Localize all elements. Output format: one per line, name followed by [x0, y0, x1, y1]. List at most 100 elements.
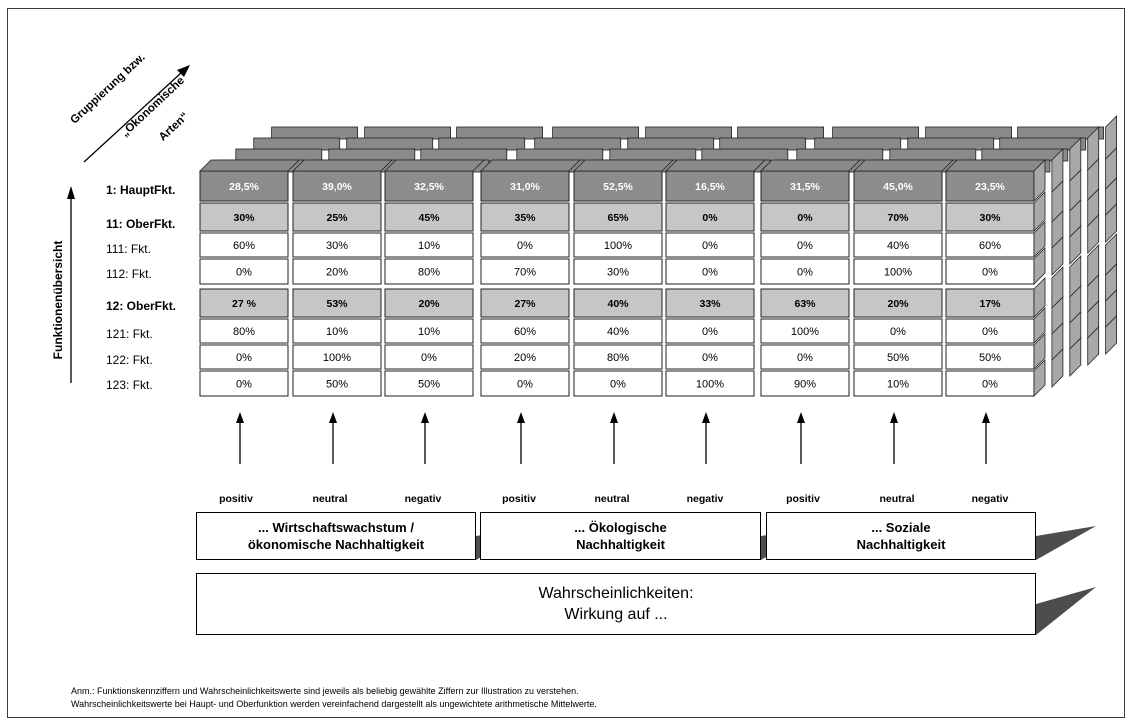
- back-block: [552, 126, 639, 140]
- cell-value: 17%: [979, 298, 1001, 310]
- cell-value: 0%: [797, 212, 813, 224]
- side-face: [1087, 214, 1100, 254]
- cell-top-face: [760, 159, 861, 172]
- cell-value: 0%: [702, 352, 718, 364]
- cell-value: 0%: [610, 379, 626, 391]
- sentiment-label: negativ: [404, 493, 442, 505]
- cell-value: 0%: [982, 267, 998, 279]
- back-block: [456, 126, 544, 140]
- vertical-axis-title: Funktionenübersicht: [51, 240, 65, 360]
- side-face: [1051, 236, 1064, 276]
- cell-value: 0%: [421, 352, 437, 364]
- sentiment-label: positiv: [502, 493, 536, 505]
- table-cell: [480, 170, 570, 202]
- cell-top-face: [665, 159, 766, 172]
- arrow-head: [982, 412, 990, 423]
- cell-value: 63%: [794, 298, 816, 310]
- cell-value: 0%: [797, 267, 813, 279]
- table-cell: [292, 202, 382, 232]
- table-cell: [199, 318, 289, 344]
- cell-value: 0%: [517, 240, 533, 252]
- sentiment-label: negativ: [686, 493, 724, 505]
- row-label: 111: Fkt.: [106, 242, 151, 256]
- back-block: [364, 126, 452, 140]
- table-cell: [760, 258, 850, 285]
- cell-value: 0%: [702, 212, 718, 224]
- cell-top-face: [292, 159, 393, 172]
- table-cell: [573, 370, 663, 397]
- row-label: 121: Fkt.: [106, 327, 153, 341]
- table-cell: [853, 318, 943, 344]
- cell-value: 80%: [607, 352, 629, 364]
- table-cell: [292, 344, 382, 370]
- cell-value: 20%: [887, 298, 909, 310]
- table-cell: [853, 344, 943, 370]
- table-cell: [199, 344, 289, 370]
- side-face: [1069, 337, 1082, 377]
- diagonal-axis-arrow: [83, 72, 182, 163]
- table-cell: [945, 318, 1035, 344]
- cell-value: 30%: [979, 212, 1001, 224]
- back-block: [346, 137, 434, 151]
- cell-value: 52,5%: [603, 181, 633, 193]
- row-label: 112: Fkt.: [106, 267, 152, 281]
- table-cell: [853, 258, 943, 285]
- table-cell: [760, 318, 850, 344]
- arrow-head: [236, 412, 244, 423]
- back-block: [253, 137, 341, 151]
- table-cell: [292, 232, 382, 258]
- row-label: 122: Fkt.: [106, 353, 153, 367]
- arrow-head: [890, 412, 898, 423]
- table-cell: [760, 170, 850, 202]
- side-face: [1033, 159, 1046, 202]
- group-box-ecological: ... Ökologische Nachhaltigkeit: [480, 512, 761, 560]
- table-cell: [665, 288, 755, 318]
- table-cell: [480, 258, 570, 285]
- table-cell: [573, 170, 663, 202]
- table-cell: [665, 170, 755, 202]
- table-cell: [480, 318, 570, 344]
- cell-value: 40%: [607, 326, 629, 338]
- table-cell: [480, 202, 570, 232]
- cell-value: 35%: [514, 212, 536, 224]
- table-cell: [573, 202, 663, 232]
- arrow-head: [610, 412, 618, 423]
- side-face: [1087, 326, 1100, 366]
- table-cell: [760, 232, 850, 258]
- cell-value: 50%: [979, 352, 1001, 364]
- table-cell: [665, 202, 755, 232]
- cell-value: 100%: [604, 240, 632, 252]
- cell-value: 40%: [887, 240, 909, 252]
- arrow-head: [329, 412, 337, 423]
- cell-top-face: [573, 159, 674, 172]
- back-block: [701, 148, 789, 162]
- table-cell: [384, 344, 474, 370]
- table-cell: [292, 258, 382, 285]
- probability-box: Wahrscheinlichkeiten: Wirkung auf ...: [196, 573, 1036, 635]
- table-cell: [760, 370, 850, 397]
- cell-value: 20%: [418, 298, 440, 310]
- table-cell: [292, 170, 382, 202]
- cell-value: 0%: [236, 267, 252, 279]
- cell-value: 90%: [794, 379, 816, 391]
- cell-value: 50%: [326, 379, 348, 391]
- sentiment-label: neutral: [879, 493, 915, 505]
- cell-top-face: [480, 159, 581, 172]
- cell-value: 10%: [418, 326, 440, 338]
- table-cell: [480, 344, 570, 370]
- cell-value: 40%: [607, 298, 629, 310]
- cell-value: 60%: [979, 240, 1001, 252]
- cell-value: 100%: [791, 326, 819, 338]
- row-label: 123: Fkt.: [106, 378, 153, 392]
- cell-top-face: [853, 159, 954, 172]
- table-cell: [573, 232, 663, 258]
- cell-value: 16,5%: [695, 181, 725, 193]
- cell-value: 30%: [326, 240, 348, 252]
- arrow-head: [177, 65, 190, 77]
- table-cell: [199, 288, 289, 318]
- table-cell: [199, 232, 289, 258]
- cell-value: 50%: [418, 379, 440, 391]
- back-block: [814, 137, 902, 151]
- table-cell: [945, 344, 1035, 370]
- cell-value: 70%: [887, 212, 909, 224]
